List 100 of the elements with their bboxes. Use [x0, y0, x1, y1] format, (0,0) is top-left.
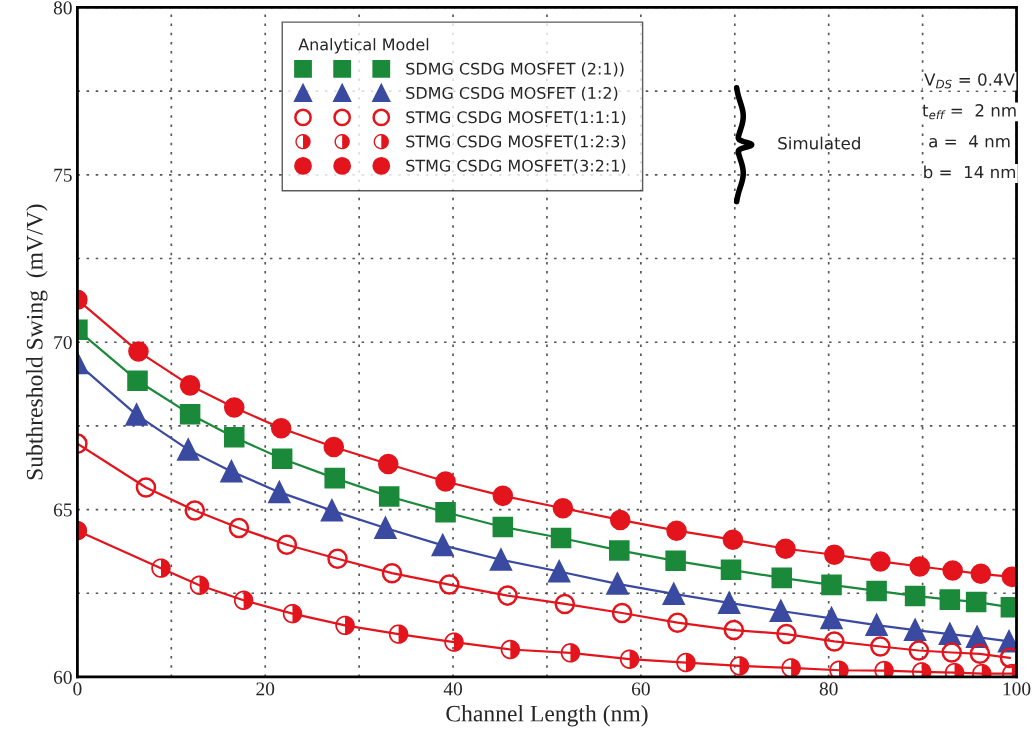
point [909, 556, 931, 577]
point [619, 649, 640, 669]
point [435, 501, 456, 523]
point [184, 500, 206, 521]
point [870, 551, 891, 572]
annotation: b = 14 nm [924, 165, 1016, 179]
point [941, 642, 962, 663]
point [608, 540, 630, 561]
point [223, 397, 245, 418]
point [769, 600, 792, 622]
point [435, 471, 456, 492]
legend-label: STMG CSDG MOSFET(3:2:1) [406, 159, 626, 174]
point [718, 591, 741, 614]
point [665, 550, 686, 572]
point [942, 560, 963, 581]
x-tick-label: 60 [631, 682, 650, 696]
point [228, 517, 250, 539]
point [381, 562, 403, 584]
point [776, 623, 797, 645]
y-tick-label: 75 [54, 168, 72, 182]
point [388, 624, 409, 644]
point [611, 602, 633, 624]
x-tick-label: 0 [73, 682, 82, 696]
point [320, 499, 343, 522]
point [223, 427, 245, 448]
point [489, 548, 512, 571]
legend-label: STMG CSDG MOSFET(1:2:3) [406, 135, 626, 150]
point [550, 527, 572, 549]
point [179, 403, 201, 425]
point [829, 660, 849, 677]
point [965, 591, 987, 613]
y-tick-label: 70 [54, 336, 72, 350]
point [723, 619, 745, 641]
point [324, 467, 345, 489]
annotation: t$_{eff}$ = 2 nm [922, 104, 1016, 120]
point [824, 631, 845, 652]
point [492, 516, 514, 538]
point [722, 529, 744, 550]
point [220, 460, 243, 483]
point [904, 585, 926, 607]
x-tick-label: 40 [443, 682, 463, 696]
point [820, 607, 843, 630]
annotation: a = 4 nm [929, 135, 1010, 148]
point [676, 652, 696, 673]
point [335, 615, 355, 636]
point [271, 448, 293, 469]
point [775, 538, 796, 560]
point [431, 534, 454, 557]
annotation: V$_{DS}$ = 0.4V [924, 73, 1015, 89]
x-tick-label: 20 [256, 682, 275, 696]
point [444, 632, 464, 652]
point [771, 567, 793, 589]
point [282, 603, 303, 624]
annotation: Analytical Model [298, 38, 429, 54]
point [377, 453, 399, 475]
point [500, 639, 521, 660]
point [378, 486, 400, 507]
point [179, 375, 201, 396]
point [870, 636, 891, 657]
point [781, 658, 801, 677]
y-tick-label: 60 [53, 670, 72, 684]
point [268, 481, 291, 504]
point [606, 572, 629, 595]
point [938, 623, 961, 646]
x-tick-label: 100 [1003, 682, 1031, 696]
point [560, 643, 581, 663]
x-axis-title: Channel Length (nm) [446, 704, 648, 727]
point [729, 656, 750, 676]
point [824, 544, 845, 566]
point [276, 534, 298, 555]
point [327, 548, 348, 570]
point [177, 438, 200, 461]
point [135, 477, 157, 498]
point [548, 560, 571, 583]
point [969, 643, 991, 665]
point [189, 575, 210, 595]
point [439, 574, 460, 595]
point [151, 558, 171, 578]
point [662, 582, 685, 605]
point [904, 619, 927, 642]
point [970, 563, 992, 585]
point [939, 589, 961, 610]
point [720, 559, 742, 581]
point [865, 614, 888, 637]
x-tick-label: 80 [819, 682, 838, 696]
y-tick-label: 65 [53, 503, 72, 517]
point [127, 370, 148, 391]
legend-label: SDMG CSDG MOSFET (2:1)) [406, 62, 624, 77]
point [374, 517, 397, 539]
point [821, 574, 842, 596]
point [128, 341, 149, 362]
legend-label: SDMG CSDG MOSFET (1:2) [406, 86, 618, 101]
point [497, 585, 518, 606]
point [908, 640, 930, 661]
point [667, 612, 688, 633]
point [666, 520, 687, 541]
y-tick-label: 80 [53, 1, 72, 15]
point [609, 509, 631, 531]
y-axis-title: Subthreshold Swing (mV/V) [26, 204, 48, 480]
point [492, 485, 514, 507]
